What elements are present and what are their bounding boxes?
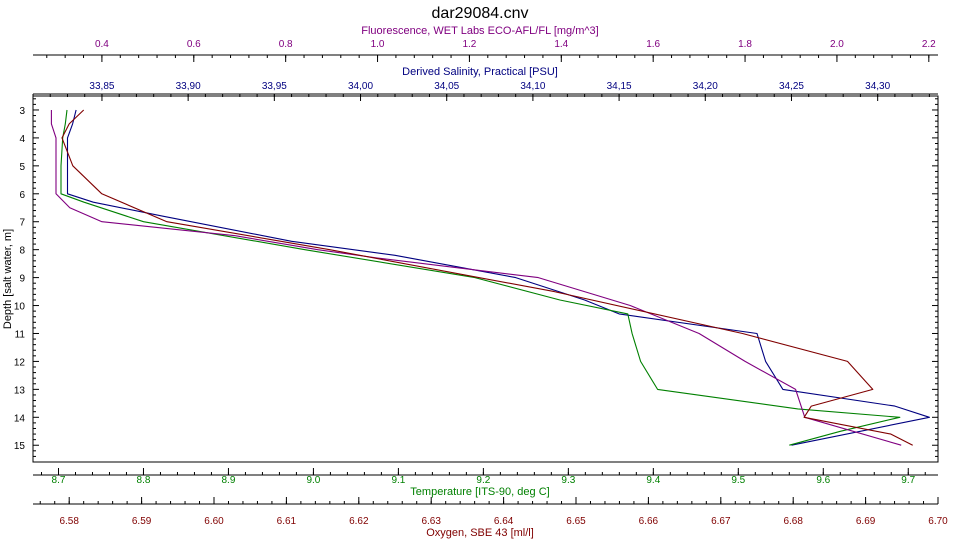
depth-tick-label: 11 — [15, 329, 26, 340]
temp-series-line — [60, 109, 901, 446]
oxy-tick-label: 6.60 — [204, 516, 224, 527]
fluor-tick-label: 1.6 — [646, 39, 660, 50]
sal-tick-label: 34,25 — [779, 81, 804, 92]
oxy-tick-label: 6.70 — [928, 516, 948, 527]
depth-tick-label: 10 — [14, 302, 26, 313]
temp-axis-label: Temperature [ITS-90, deg C] — [410, 486, 549, 498]
fluor-tick-label: 0.6 — [187, 39, 201, 50]
depth-tick-label: 3 — [19, 106, 25, 117]
fluor-tick-label: 0.4 — [95, 39, 109, 50]
sal-tick-label: 33,85 — [89, 81, 114, 92]
depth-tick-label: 9 — [19, 274, 25, 285]
sal-tick-label: 34,00 — [348, 81, 373, 92]
sal-tick-label: 34,20 — [693, 81, 718, 92]
depth-tick-label: 14 — [14, 413, 26, 424]
oxy-tick-label: 6.64 — [494, 516, 514, 527]
sal-axis-label: Derived Salinity, Practical [PSU] — [402, 66, 558, 78]
temp-tick-label: 8.7 — [52, 475, 66, 486]
oxy-tick-label: 6.67 — [711, 516, 731, 527]
temp-tick-label: 9.5 — [731, 475, 745, 486]
depth-tick-label: 6 — [19, 190, 25, 201]
depth-axis-label: Depth [salt water, m] — [2, 229, 14, 329]
fluor-tick-label: 2.0 — [830, 39, 844, 50]
depth-tick-label: 8 — [19, 246, 25, 257]
sal-tick-label: 34,30 — [865, 81, 890, 92]
oxy-tick-label: 6.63 — [421, 516, 441, 527]
depth-tick-label: 7 — [19, 218, 25, 229]
depth-tick-label: 4 — [19, 134, 25, 145]
oxy-tick-label: 6.68 — [783, 516, 803, 527]
fluor-tick-label: 1.4 — [554, 39, 568, 50]
depth-tick-label: 12 — [14, 357, 26, 368]
series-layer — [50, 109, 930, 446]
fluor-tick-label: 1.2 — [462, 39, 476, 50]
chart-title: dar29084.cnv — [432, 5, 529, 22]
fluor-tick-label: 0.8 — [279, 39, 293, 50]
fluor-tick-label: 1.0 — [371, 39, 385, 50]
temp-tick-label: 9.1 — [391, 475, 405, 486]
depth-tick-label: 13 — [14, 385, 26, 396]
sal-tick-label: 33,90 — [176, 81, 201, 92]
sal-tick-label: 34,10 — [520, 81, 545, 92]
depth-tick-label: 15 — [14, 441, 26, 452]
depth-tick-label: 5 — [19, 162, 25, 173]
oxy-tick-label: 6.61 — [277, 516, 297, 527]
fluor-series-line — [50, 110, 902, 446]
temp-tick-label: 9.0 — [306, 475, 320, 486]
sal-series-line — [66, 109, 930, 446]
oxy-tick-label: 6.62 — [349, 516, 369, 527]
oxy-tick-label: 6.58 — [59, 516, 79, 527]
fluor-axis-label: Fluorescence, WET Labs ECO-AFL/FL [mg/m^… — [361, 25, 598, 37]
oxy-series-line — [61, 109, 913, 446]
oxy-tick-label: 6.69 — [856, 516, 876, 527]
axes-layer: 0.4 0.6 0.8 1.0 1.2 1.4 1.6 1.8 2.0 2.2 Fluorescen… — [2, 25, 948, 539]
oxy-tick-label: 6.65 — [566, 516, 586, 527]
sal-tick-label: 33,95 — [262, 81, 287, 92]
fluor-tick-label: 1.8 — [738, 39, 752, 50]
sal-tick-label: 34,05 — [434, 81, 459, 92]
temp-tick-label: 9.6 — [816, 475, 830, 486]
temp-tick-label: 8.8 — [137, 475, 151, 486]
temp-tick-label: 8.9 — [221, 475, 235, 486]
temp-tick-label: 9.3 — [561, 475, 575, 486]
temp-tick-label: 9.2 — [476, 475, 490, 486]
sal-tick-label: 34,15 — [607, 81, 632, 92]
fluor-tick-label: 2.2 — [922, 39, 936, 50]
temp-tick-label: 9.4 — [646, 475, 660, 486]
temp-tick-label: 9.7 — [901, 475, 915, 486]
plot-frame — [32, 95, 939, 463]
oxy-tick-label: 6.66 — [639, 516, 659, 527]
oxy-axis-label: Oxygen, SBE 43 [ml/l] — [426, 527, 534, 539]
oxy-tick-label: 6.59 — [132, 516, 152, 527]
